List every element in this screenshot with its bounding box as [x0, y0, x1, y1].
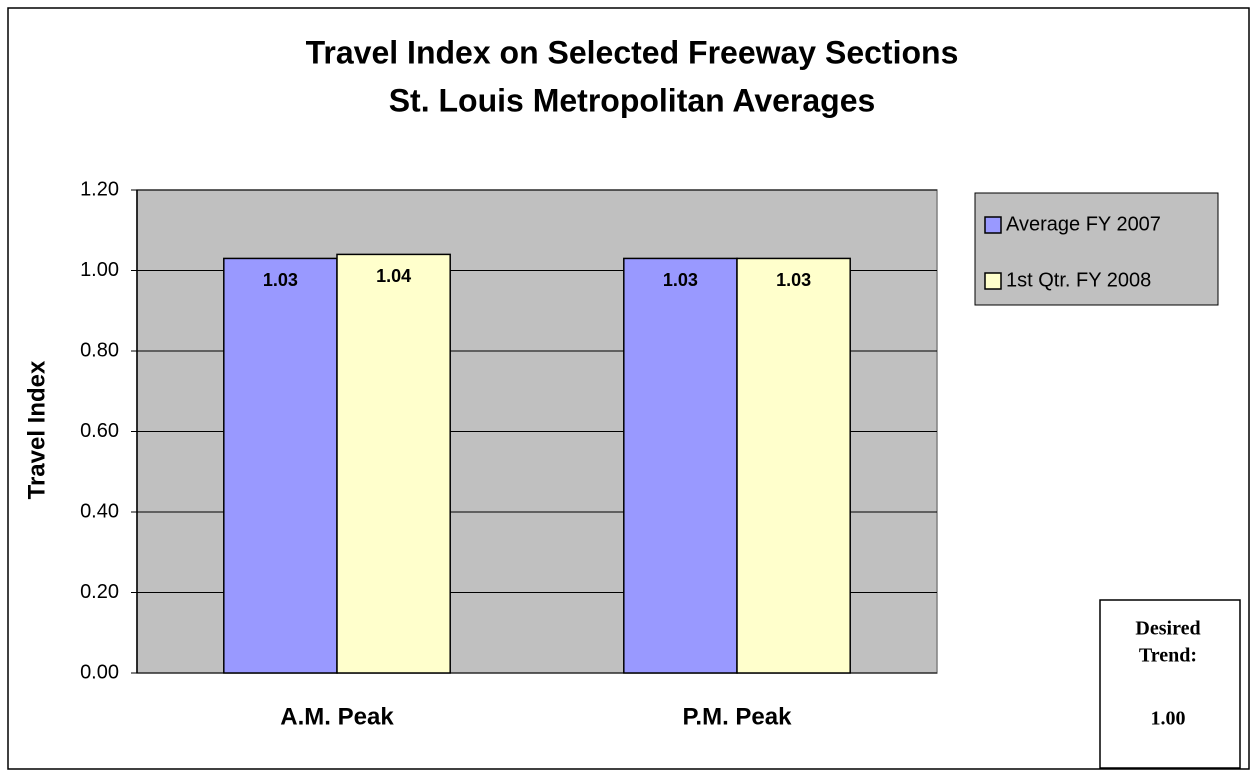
legend-swatch [984, 272, 1002, 290]
y-tick-label: 0.60 [80, 420, 119, 442]
y-tick-label: 0.20 [80, 581, 119, 603]
legend-swatch [984, 216, 1002, 234]
annotation-text: Desired [1135, 618, 1200, 640]
legend-label: 1st Qtr. FY 2008 [1006, 269, 1151, 291]
data-label: 1.03 [263, 270, 298, 290]
bar [736, 257, 851, 674]
y-tick-label: 1.00 [80, 259, 119, 281]
annotation-box [1099, 599, 1241, 769]
bar [623, 257, 738, 674]
chart-subtitle: St. Louis Metropolitan Averages [389, 82, 876, 118]
y-axis-label: Travel Index [23, 360, 50, 499]
bar [336, 253, 451, 674]
annotation-text: Trend: [1139, 645, 1197, 667]
y-tick-label: 1.20 [80, 178, 119, 200]
legend-box [974, 192, 1219, 306]
data-label: 1.03 [663, 270, 698, 290]
x-tick-label: P.M. Peak [683, 703, 793, 730]
chart-title: Travel Index on Selected Freeway Section… [306, 34, 959, 70]
x-tick-label: A.M. Peak [280, 703, 394, 730]
data-label: 1.04 [376, 266, 411, 286]
data-label: 1.03 [776, 270, 811, 290]
annotation-value: 1.00 [1151, 708, 1186, 730]
legend-label: Average FY 2007 [1006, 213, 1161, 235]
y-tick-label: 0.40 [80, 500, 119, 522]
bar [223, 257, 338, 674]
y-tick-label: 0.80 [80, 339, 119, 361]
y-tick-label: 0.00 [80, 661, 119, 683]
